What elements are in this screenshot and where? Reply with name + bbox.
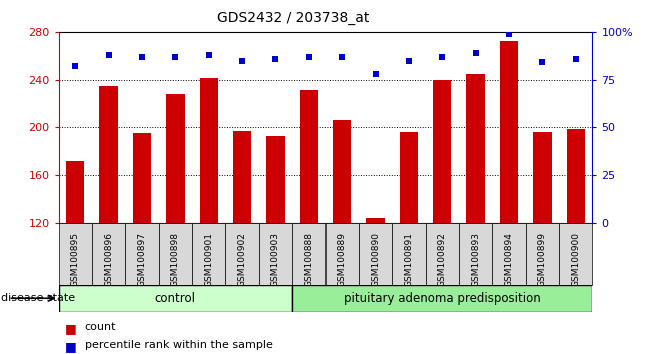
- Bar: [100, 86, 118, 223]
- Bar: [200, 79, 218, 223]
- Point: [404, 58, 414, 63]
- Bar: [400, 132, 418, 223]
- Point: [237, 58, 247, 63]
- Bar: [59, 285, 292, 312]
- Point: [204, 52, 214, 58]
- Bar: [533, 132, 551, 223]
- Text: percentile rank within the sample: percentile rank within the sample: [85, 340, 273, 350]
- Bar: [492, 223, 525, 285]
- Bar: [225, 223, 258, 285]
- Text: GSM100900: GSM100900: [571, 232, 580, 287]
- Bar: [500, 41, 518, 223]
- Text: GSM100894: GSM100894: [505, 232, 514, 287]
- Point: [471, 50, 481, 56]
- Bar: [426, 223, 459, 285]
- Point: [537, 59, 547, 65]
- Text: GSM100891: GSM100891: [404, 232, 413, 287]
- Text: count: count: [85, 322, 116, 332]
- Bar: [92, 223, 125, 285]
- Point: [137, 54, 147, 59]
- Text: ■: ■: [65, 340, 77, 353]
- Bar: [258, 223, 292, 285]
- Bar: [333, 120, 352, 223]
- Text: GSM100890: GSM100890: [371, 232, 380, 287]
- Point: [570, 56, 581, 62]
- Point: [337, 54, 348, 59]
- Bar: [459, 223, 492, 285]
- Text: GSM100903: GSM100903: [271, 232, 280, 287]
- Bar: [367, 218, 385, 223]
- Text: ■: ■: [65, 322, 77, 335]
- Bar: [125, 223, 159, 285]
- Point: [504, 31, 514, 36]
- Point: [104, 52, 114, 58]
- Bar: [392, 223, 426, 285]
- Bar: [359, 223, 392, 285]
- Text: GSM100897: GSM100897: [137, 232, 146, 287]
- Text: GSM100898: GSM100898: [171, 232, 180, 287]
- Bar: [192, 223, 225, 285]
- Text: GSM100896: GSM100896: [104, 232, 113, 287]
- Bar: [159, 223, 192, 285]
- Point: [70, 63, 81, 69]
- Point: [370, 71, 381, 77]
- Point: [270, 56, 281, 62]
- Point: [437, 54, 447, 59]
- Bar: [299, 90, 318, 223]
- Bar: [233, 131, 251, 223]
- Bar: [266, 136, 284, 223]
- Text: GSM100892: GSM100892: [437, 232, 447, 287]
- Text: GSM100902: GSM100902: [238, 232, 247, 287]
- Text: GSM100889: GSM100889: [338, 232, 347, 287]
- Bar: [559, 223, 592, 285]
- Bar: [566, 129, 585, 223]
- Point: [303, 54, 314, 59]
- Bar: [525, 223, 559, 285]
- Bar: [66, 161, 85, 223]
- Text: GSM100901: GSM100901: [204, 232, 214, 287]
- Text: pituitary adenoma predisposition: pituitary adenoma predisposition: [344, 292, 540, 305]
- Bar: [292, 285, 592, 312]
- Bar: [59, 223, 92, 285]
- Bar: [467, 74, 485, 223]
- Text: GSM100888: GSM100888: [304, 232, 313, 287]
- Text: GSM100893: GSM100893: [471, 232, 480, 287]
- Bar: [326, 223, 359, 285]
- Bar: [133, 133, 151, 223]
- Text: GSM100899: GSM100899: [538, 232, 547, 287]
- Text: disease state: disease state: [1, 293, 75, 303]
- Text: GSM100895: GSM100895: [71, 232, 80, 287]
- Text: GDS2432 / 203738_at: GDS2432 / 203738_at: [217, 11, 369, 25]
- Bar: [166, 94, 184, 223]
- Bar: [433, 80, 451, 223]
- Point: [170, 54, 180, 59]
- Bar: [292, 223, 326, 285]
- Text: control: control: [155, 292, 196, 305]
